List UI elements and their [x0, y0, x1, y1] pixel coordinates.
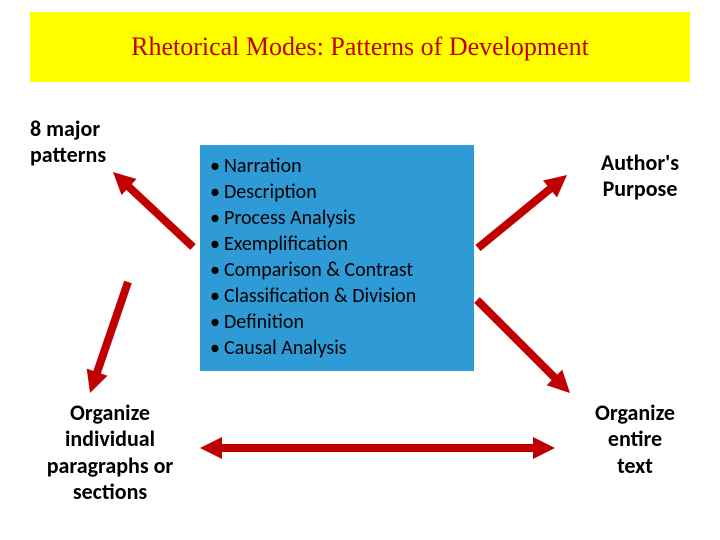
- label-line: patterns: [30, 142, 160, 168]
- label-line: Purpose: [580, 176, 700, 202]
- bullet-icon: •: [210, 335, 224, 361]
- arrow-to-top-left: [113, 172, 196, 250]
- label-bottom-right: Organizeentiretext: [570, 400, 700, 479]
- pattern-item-label: Process Analysis: [224, 206, 355, 230]
- arrow-to-bottom-right: [474, 297, 570, 393]
- label-line: text: [570, 453, 700, 479]
- pattern-item: •Exemplification: [210, 231, 460, 257]
- pattern-item: •Comparison & Contrast: [210, 257, 460, 283]
- label-line: Organize: [20, 400, 200, 426]
- bullet-icon: •: [210, 257, 224, 283]
- label-line: 8 major: [30, 116, 160, 142]
- label-line: individual: [20, 426, 200, 452]
- label-line: sections: [20, 479, 200, 505]
- pattern-item-label: Description: [224, 180, 317, 204]
- patterns-box: •Narration•Description•Process Analysis•…: [200, 145, 474, 371]
- slide-stage: Rhetorical Modes: Patterns of Developmen…: [0, 0, 720, 540]
- pattern-item-label: Exemplification: [224, 232, 348, 256]
- bullet-icon: •: [210, 179, 224, 205]
- arrow-to-top-right: [475, 175, 567, 251]
- label-line: Author's: [580, 150, 700, 176]
- pattern-item: •Narration: [210, 153, 460, 179]
- label-top-left: 8 majorpatterns: [30, 116, 160, 169]
- pattern-item: •Causal Analysis: [210, 335, 460, 361]
- bullet-icon: •: [210, 205, 224, 231]
- pattern-item-label: Comparison & Contrast: [224, 258, 413, 282]
- pattern-item: •Definition: [210, 309, 460, 335]
- label-line: Organize: [570, 400, 700, 426]
- arrow-to-bottom-left: [87, 281, 132, 393]
- pattern-item-label: Classification & Division: [224, 284, 416, 308]
- label-top-right: Author'sPurpose: [580, 150, 700, 203]
- pattern-item: •Process Analysis: [210, 205, 460, 231]
- label-bottom-left: Organizeindividualparagraphs orsections: [20, 400, 200, 506]
- pattern-item-label: Narration: [224, 154, 302, 178]
- bullet-icon: •: [210, 231, 224, 257]
- bullet-icon: •: [210, 153, 224, 179]
- bullet-icon: •: [210, 309, 224, 335]
- label-line: entire: [570, 426, 700, 452]
- pattern-item: •Description: [210, 179, 460, 205]
- pattern-item-label: Causal Analysis: [224, 336, 347, 360]
- title-text: Rhetorical Modes: Patterns of Developmen…: [131, 32, 589, 62]
- pattern-item-label: Definition: [224, 310, 304, 334]
- title-band: Rhetorical Modes: Patterns of Developmen…: [30, 12, 690, 82]
- bullet-icon: •: [210, 283, 224, 309]
- pattern-item: •Classification & Division: [210, 283, 460, 309]
- arrow-bottom-double: [200, 437, 555, 459]
- label-line: paragraphs or: [20, 453, 200, 479]
